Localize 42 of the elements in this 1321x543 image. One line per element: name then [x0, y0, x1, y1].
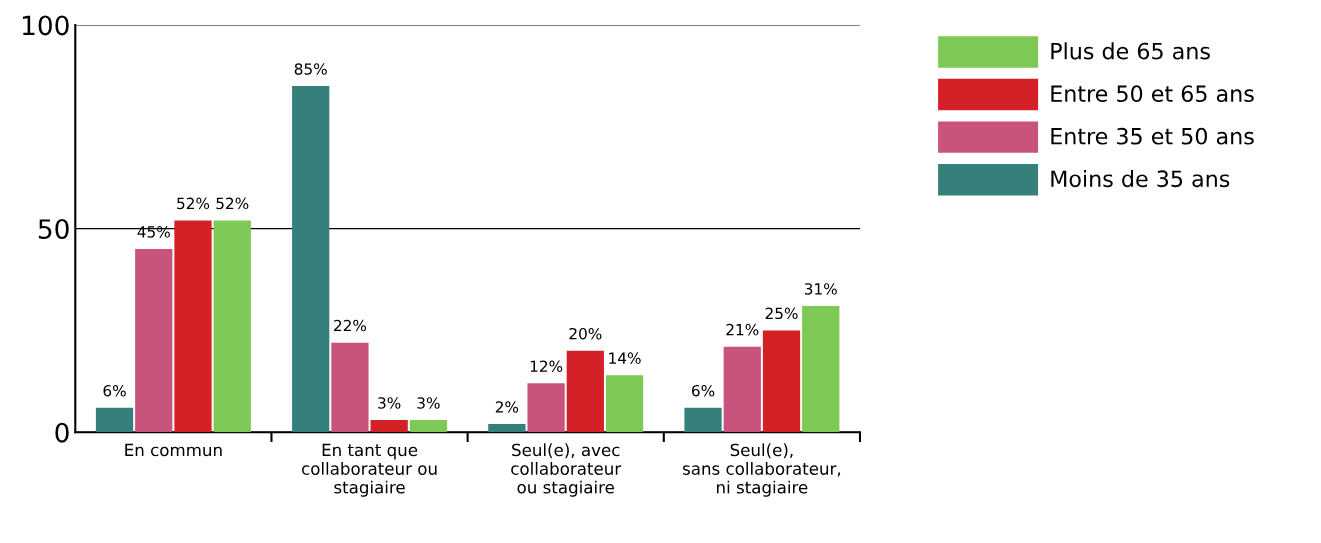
data-label: 14%	[609, 352, 641, 364]
data-label: 2%	[495, 401, 519, 413]
data-label: 52%	[177, 197, 210, 210]
data-label: 25%	[765, 307, 798, 320]
bar	[802, 305, 840, 433]
bar	[762, 330, 801, 433]
bar	[135, 248, 173, 433]
legend-label: Entre 35 et 50 ans	[1051, 127, 1254, 145]
x-tick-label: En tant que collaborateur ou stagiaire	[302, 443, 437, 497]
data-label: 6%	[103, 384, 126, 397]
bar	[566, 350, 604, 433]
data-label: 6%	[691, 384, 715, 397]
x-tick-label: En commun	[125, 443, 222, 457]
bar	[292, 86, 330, 433]
y-tick-label: 50	[38, 219, 69, 239]
data-label: 21%	[726, 323, 759, 336]
y-tick-label: 0	[55, 422, 69, 443]
data-label: 52%	[216, 197, 249, 210]
legend-label: Plus de 65 ans	[1051, 42, 1210, 60]
x-tick-label: Seul(e), sans collaborateur, ni stagiaire	[682, 443, 841, 497]
data-label: 85%	[294, 63, 327, 75]
bar	[95, 407, 134, 433]
data-label: 3%	[378, 397, 401, 409]
data-label: 31%	[804, 283, 837, 295]
data-label: 12%	[530, 360, 563, 373]
bar	[370, 420, 408, 433]
data-label: 22%	[334, 319, 367, 332]
bar	[723, 346, 761, 433]
bar	[174, 220, 212, 433]
data-label: 20%	[569, 327, 602, 340]
data-label: 3%	[417, 397, 440, 409]
bar	[527, 383, 565, 433]
legend-label: Moins de 35 ans	[1051, 169, 1230, 188]
x-tick-label: Seul(e), avec collaborateur ou stagiaire	[511, 443, 622, 497]
bar	[605, 375, 644, 433]
bar	[409, 420, 448, 433]
bar	[331, 342, 369, 433]
y-tick-label: 100	[22, 15, 69, 36]
bar	[684, 407, 722, 433]
bar	[213, 220, 251, 433]
legend-label: Entre 50 et 65 ans	[1051, 85, 1254, 103]
bar	[488, 424, 526, 433]
